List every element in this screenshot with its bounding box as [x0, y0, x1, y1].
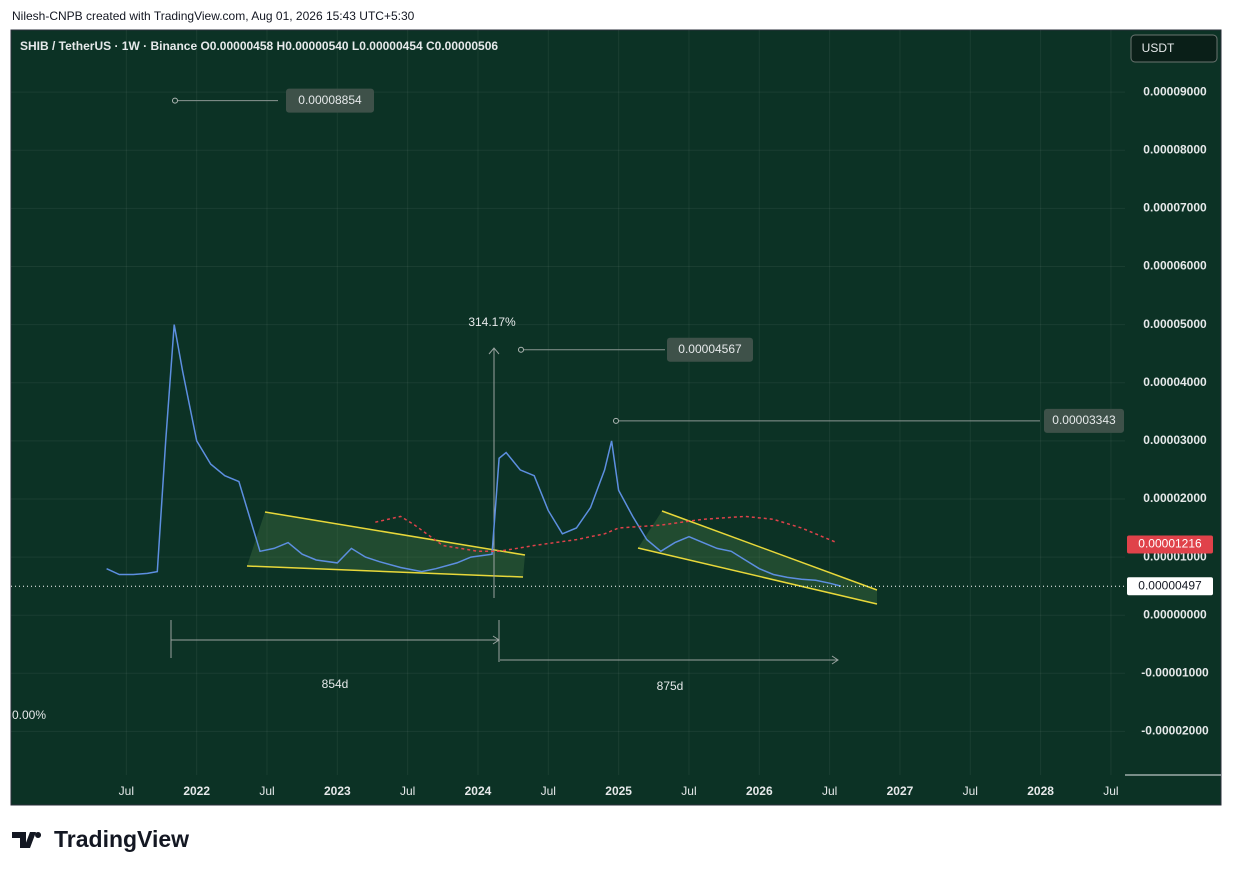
trendline: [637, 547, 878, 605]
x-tick-label: 2027: [887, 784, 914, 798]
currency-button[interactable]: [1130, 34, 1218, 63]
y-tick-label: -0.00002000: [1141, 724, 1209, 738]
x-tick-label: Jul: [1103, 784, 1118, 798]
y-tick-label: 0.00008000: [1143, 142, 1207, 156]
trendline: [661, 510, 878, 591]
x-tick-label: Jul: [259, 784, 274, 798]
last-price-box: [1127, 577, 1213, 596]
y-tick-label: 0.00007000: [1143, 201, 1207, 215]
measure: [170, 347, 839, 665]
y-tick-label: 0.00009000: [1143, 84, 1207, 98]
y-tick-label: 0.00003000: [1143, 433, 1207, 447]
currency-label[interactable]: USDT: [1142, 41, 1175, 55]
note-box: [667, 337, 753, 362]
note-point: [613, 417, 619, 424]
y-tick-label: 0.00000000: [1143, 607, 1207, 621]
x-tick-label: 2026: [746, 784, 773, 798]
note-label: 0.00008854: [298, 93, 362, 107]
note-box: [1044, 408, 1124, 433]
y-tick-label: 0.00006000: [1143, 259, 1207, 273]
y-tick-label: -0.00001000: [1141, 665, 1209, 679]
x-tick-label: 2023: [324, 784, 351, 798]
logo: TradingView: [12, 826, 189, 852]
annotation: 854d: [322, 677, 349, 691]
note-box: [286, 88, 374, 113]
price-line: [106, 324, 842, 587]
note-point: [172, 97, 178, 104]
note-label: 0.00003343: [1052, 413, 1116, 427]
x-tick-label: 2022: [183, 784, 210, 798]
x-tick-label: Jul: [119, 784, 134, 798]
x-tick-label: Jul: [541, 784, 556, 798]
x-tick-label: 2028: [1027, 784, 1054, 798]
moving-average: [375, 515, 837, 553]
credit: Nilesh-CNPB created with TradingView.com…: [12, 9, 415, 23]
x-tick-label: Jul: [400, 784, 415, 798]
trendline: [264, 511, 526, 556]
y-tick-label: 0.00005000: [1143, 317, 1207, 331]
annotation: 0.00%: [12, 708, 46, 722]
x-tick-label: 2025: [605, 784, 632, 798]
brand: TradingView: [54, 826, 189, 852]
annotation: 875d: [657, 679, 684, 693]
note-point: [518, 346, 524, 353]
annotation: 314.17%: [468, 315, 516, 329]
ma-price-label: 0.00001216: [1138, 537, 1202, 551]
x-tick-label: 2024: [465, 784, 492, 798]
note-label: 0.00004567: [678, 342, 742, 356]
y-tick-label: 0.00002000: [1143, 491, 1207, 505]
trendline: [246, 565, 524, 578]
x-tick-label: Jul: [963, 784, 978, 798]
ma-price-box: [1127, 535, 1213, 554]
y-tick-label: 0.00004000: [1143, 375, 1207, 389]
last-price-label: 0.00000497: [1138, 578, 1202, 592]
x-tick-label: Jul: [681, 784, 696, 798]
x-tick-label: Jul: [822, 784, 837, 798]
symbol-info: SHIB / TetherUS · 1W · Binance O0.000004…: [20, 39, 498, 53]
chart-panel: [10, 29, 1222, 806]
